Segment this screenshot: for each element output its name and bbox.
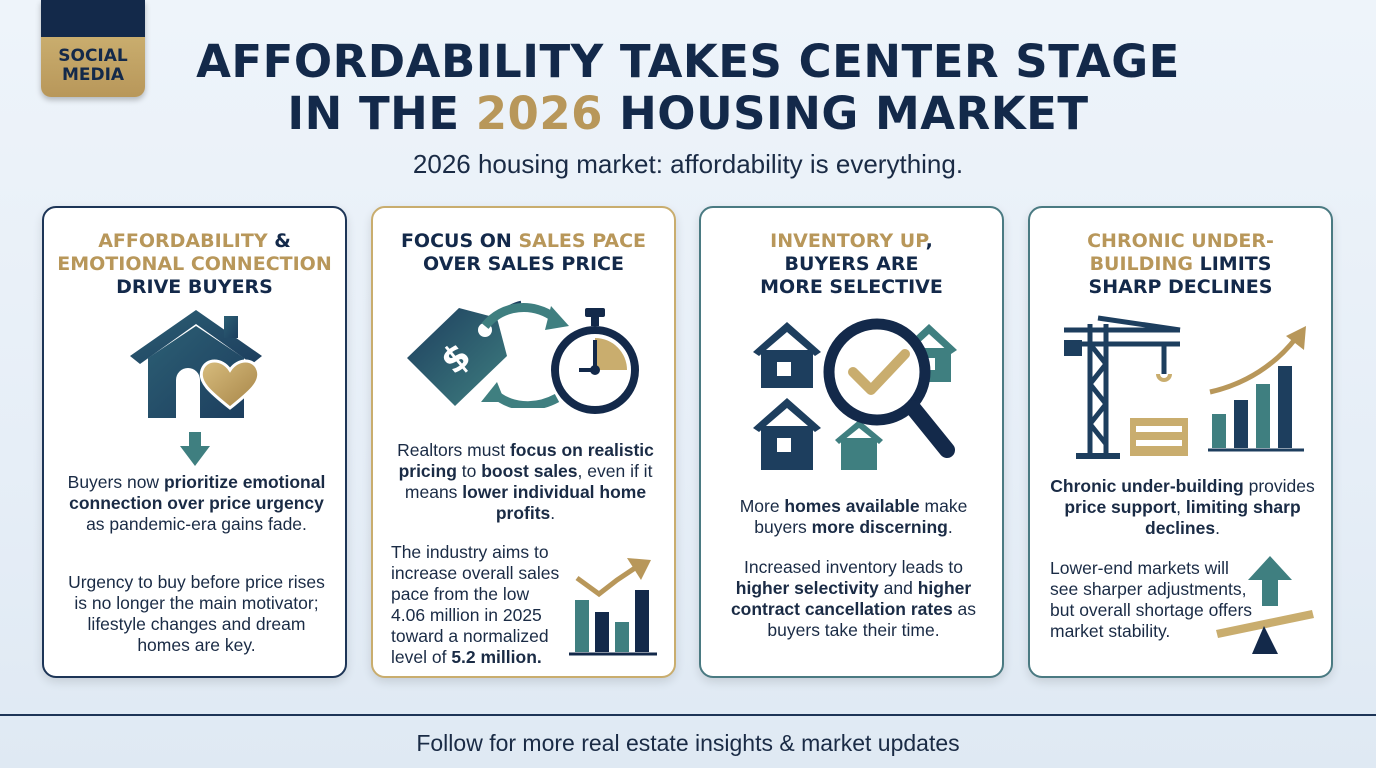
card-4-paragraph-1: Chronic under-building provides price su… bbox=[1050, 476, 1315, 538]
page-title: AFFORDABILITY TAKES CENTER STAGE IN THE … bbox=[150, 36, 1226, 140]
rising-chart-icon bbox=[1208, 326, 1306, 452]
card-1-heading: AFFORDABILITY & EMOTIONAL CONNECTION DRI… bbox=[57, 230, 332, 298]
social-media-badge: SOCIAL MEDIA bbox=[41, 0, 145, 97]
stopwatch-icon bbox=[551, 308, 639, 414]
arrow-down-icon bbox=[180, 432, 210, 466]
bar-chart-icon bbox=[569, 558, 657, 656]
balance-arrow-icon bbox=[1216, 556, 1314, 654]
card-3-paragraph-2: Increased inventory leads to higher sele… bbox=[730, 557, 977, 640]
card-1-paragraph-1: Buyers now prioritize emotional connecti… bbox=[67, 472, 326, 534]
card-4-heading: CHRONIC UNDER- BUILDING LIMITS SHARP DEC… bbox=[1087, 230, 1274, 298]
magnifier-check-icon bbox=[823, 318, 955, 458]
cycle-arrows-icon bbox=[481, 303, 569, 408]
crane-icon bbox=[1064, 315, 1188, 459]
house-heart-icon bbox=[130, 310, 262, 418]
page-subtitle: 2026 housing market: affordability is ev… bbox=[412, 149, 964, 179]
card-2-paragraph-1: Realtors must focus on realistic pricing… bbox=[397, 440, 654, 523]
card-4-paragraph-2: Lower-end markets will see sharper adjus… bbox=[1050, 558, 1253, 641]
card-3-paragraph-1: More homes available make buyers more di… bbox=[739, 496, 968, 537]
card-1-paragraph-2: Urgency to buy before price rises is no … bbox=[68, 572, 325, 655]
footer-text: Follow for more real estate insights & m… bbox=[416, 730, 960, 756]
badge-label: SOCIAL MEDIA bbox=[58, 46, 128, 85]
card-inventory: INVENTORY UP, BUYERS ARE MORE SELECTIVE … bbox=[699, 206, 1004, 678]
card-3-heading: INVENTORY UP, BUYERS ARE MORE SELECTIVE bbox=[760, 230, 943, 298]
title-year: 2026 bbox=[475, 87, 603, 140]
card-affordability: AFFORDABILITY & EMOTIONAL CONNECTION DRI… bbox=[42, 206, 347, 678]
footer-divider bbox=[0, 714, 1376, 716]
title-line-1: AFFORDABILITY TAKES CENTER STAGE bbox=[196, 35, 1180, 88]
card-2-paragraph-2: The industry aims to increase overall sa… bbox=[391, 542, 560, 667]
card-under-building: CHRONIC UNDER- BUILDING LIMITS SHARP DEC… bbox=[1028, 206, 1333, 678]
card-sales-pace: FOCUS ON SALES PACE OVER SALES PRICE $ R… bbox=[371, 206, 676, 678]
title-line-2: IN THE 2026 HOUSING MARKET bbox=[287, 87, 1089, 140]
card-2-heading: FOCUS ON SALES PACE OVER SALES PRICE bbox=[400, 230, 647, 275]
